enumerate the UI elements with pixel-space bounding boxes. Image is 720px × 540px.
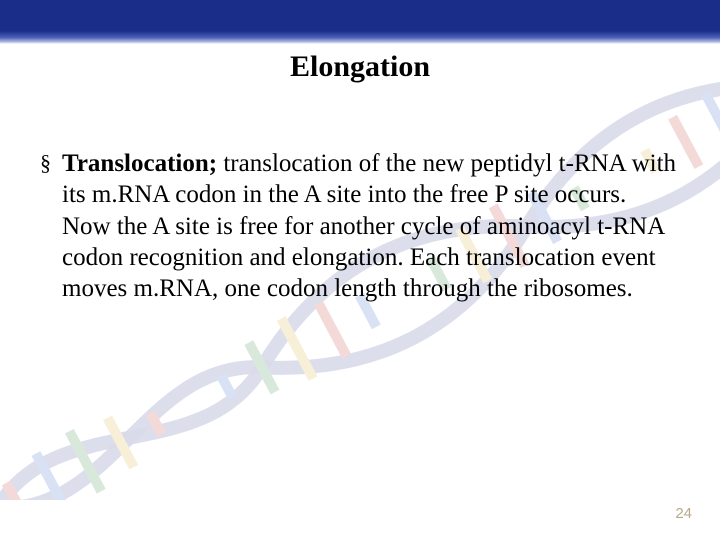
bullet-glyph: § bbox=[40, 148, 62, 178]
bullet-item: § Translocation; translocation of the ne… bbox=[40, 148, 680, 304]
slide: Elongation § Translocation; translocatio… bbox=[0, 0, 720, 540]
bullet-term: Translocation; bbox=[62, 150, 217, 177]
body-text: § Translocation; translocation of the ne… bbox=[40, 148, 680, 304]
slide-title: Elongation bbox=[0, 50, 720, 84]
header-band bbox=[0, 0, 720, 44]
page-number: 24 bbox=[675, 505, 692, 522]
bullet-text: Translocation; translocation of the new … bbox=[62, 148, 680, 304]
